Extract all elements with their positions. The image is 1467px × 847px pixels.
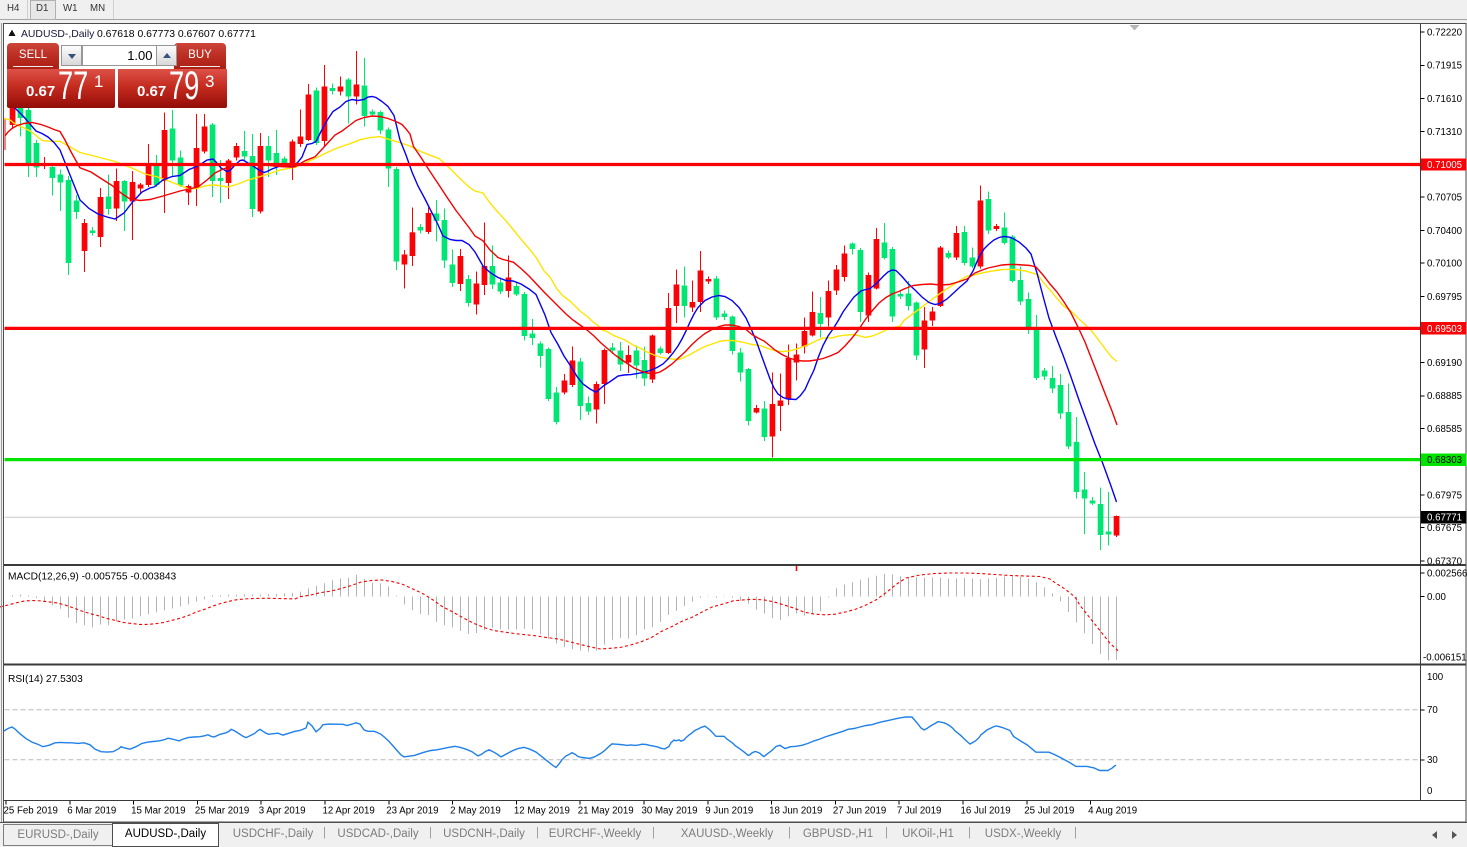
svg-text:0.69190: 0.69190 bbox=[1427, 358, 1463, 369]
svg-text:-0.006151: -0.006151 bbox=[1423, 652, 1467, 663]
svg-text:12 Apr 2019: 12 Apr 2019 bbox=[323, 806, 375, 817]
svg-text:MACD(12,26,9) -0.005755 -0.003: MACD(12,26,9) -0.005755 -0.003843 bbox=[8, 572, 177, 583]
svg-text:0.68303: 0.68303 bbox=[1427, 455, 1462, 466]
svg-text:0.002566: 0.002566 bbox=[1427, 568, 1467, 579]
svg-text:30 May 2019: 30 May 2019 bbox=[642, 806, 698, 817]
svg-text:16 Jul 2019: 16 Jul 2019 bbox=[961, 806, 1011, 817]
svg-text:0.71005: 0.71005 bbox=[1427, 160, 1462, 171]
svg-text:18 Jun 2019: 18 Jun 2019 bbox=[769, 806, 822, 817]
svg-text:0.70705: 0.70705 bbox=[1427, 193, 1462, 204]
svg-text:9 Jun 2019: 9 Jun 2019 bbox=[705, 806, 753, 817]
svg-text:0.71610: 0.71610 bbox=[1427, 94, 1463, 105]
svg-text:6 Mar 2019: 6 Mar 2019 bbox=[67, 806, 116, 817]
svg-text:0.72220: 0.72220 bbox=[1427, 27, 1463, 38]
svg-text:RSI(14) 27.5303: RSI(14) 27.5303 bbox=[8, 674, 83, 685]
svg-text:0.71310: 0.71310 bbox=[1427, 127, 1463, 138]
svg-text:21 May 2019: 21 May 2019 bbox=[578, 806, 634, 817]
svg-text:30: 30 bbox=[1427, 755, 1438, 766]
svg-text:0.67771: 0.67771 bbox=[1427, 513, 1462, 524]
svg-text:0.67370: 0.67370 bbox=[1427, 556, 1463, 567]
svg-text:70: 70 bbox=[1427, 705, 1438, 716]
svg-text:0.67618 0.67773 0.67607 0.6777: 0.67618 0.67773 0.67607 0.67771 bbox=[97, 29, 256, 40]
svg-text:27 Jun 2019: 27 Jun 2019 bbox=[833, 806, 886, 817]
svg-text:AUDUSD-,Daily: AUDUSD-,Daily bbox=[21, 29, 95, 40]
svg-text:0.67975: 0.67975 bbox=[1427, 490, 1462, 501]
svg-text:25 Jul 2019: 25 Jul 2019 bbox=[1024, 806, 1074, 817]
svg-text:0.68585: 0.68585 bbox=[1427, 424, 1462, 435]
svg-text:23 Apr 2019: 23 Apr 2019 bbox=[386, 806, 438, 817]
svg-text:0.70100: 0.70100 bbox=[1427, 259, 1463, 270]
svg-text:0.71915: 0.71915 bbox=[1427, 61, 1462, 72]
svg-text:0.00: 0.00 bbox=[1427, 592, 1446, 603]
svg-text:12 May 2019: 12 May 2019 bbox=[514, 806, 570, 817]
svg-text:0: 0 bbox=[1427, 786, 1433, 797]
svg-text:25 Mar 2019: 25 Mar 2019 bbox=[195, 806, 249, 817]
svg-text:0.70400: 0.70400 bbox=[1427, 226, 1463, 237]
svg-text:0.67675: 0.67675 bbox=[1427, 523, 1462, 534]
svg-text:0.68885: 0.68885 bbox=[1427, 391, 1462, 402]
svg-text:15 Mar 2019: 15 Mar 2019 bbox=[131, 806, 185, 817]
svg-text:3 Apr 2019: 3 Apr 2019 bbox=[259, 806, 306, 817]
svg-text:0.69795: 0.69795 bbox=[1427, 292, 1462, 303]
svg-text:100: 100 bbox=[1427, 672, 1444, 683]
svg-text:2 May 2019: 2 May 2019 bbox=[450, 806, 501, 817]
svg-text:25 Feb 2019: 25 Feb 2019 bbox=[4, 806, 58, 817]
svg-text:7 Jul 2019: 7 Jul 2019 bbox=[897, 806, 942, 817]
svg-text:4 Aug 2019: 4 Aug 2019 bbox=[1088, 806, 1137, 817]
svg-text:0.69503: 0.69503 bbox=[1427, 324, 1462, 335]
